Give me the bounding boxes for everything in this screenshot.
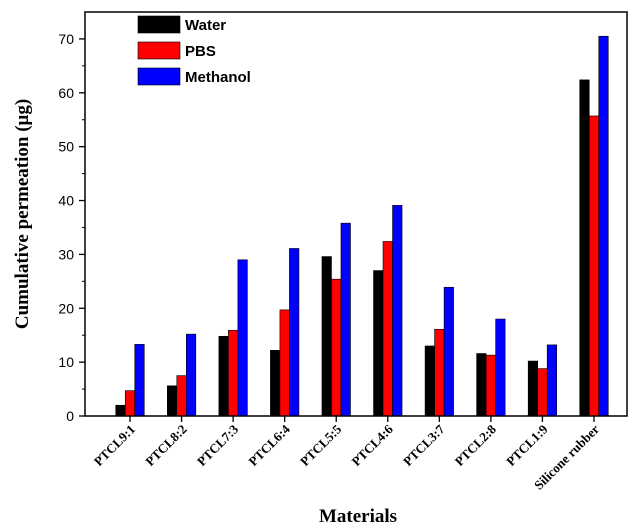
y-tick-label: 50 — [58, 139, 74, 155]
bar-methanol-4 — [340, 222, 351, 417]
bar-pbs-8 — [537, 368, 548, 417]
x-axis-title: Materials — [319, 506, 397, 527]
bar-pbs-1 — [176, 375, 187, 417]
bar-water-3 — [270, 349, 281, 417]
y-tick-label: 60 — [58, 85, 74, 101]
bar-methanol-6 — [443, 286, 454, 417]
y-tick-label: 30 — [58, 246, 74, 262]
bar-methanol-3 — [289, 248, 300, 417]
y-axis-title: Cumulative permeation (μg) — [12, 99, 33, 329]
x-tick-label: PTCL7:3 — [194, 421, 242, 469]
bar-pbs-7 — [485, 354, 496, 417]
x-tick-label: PTCL6:4 — [245, 421, 293, 469]
x-tick-label: PTCL4:6 — [349, 421, 397, 469]
bar-water-5 — [373, 270, 384, 417]
bar-methanol-8 — [546, 344, 557, 417]
bar-pbs-6 — [434, 328, 445, 417]
bars-layer — [115, 35, 609, 417]
bar-water-2 — [218, 335, 229, 417]
x-tick-label: PTCL9:1 — [91, 422, 138, 469]
bar-methanol-1 — [186, 333, 197, 417]
bar-pbs-4 — [331, 278, 342, 417]
legend-swatch-water — [137, 15, 181, 34]
y-tick-label: 70 — [58, 31, 74, 47]
legend: Water PBS Methanol — [137, 15, 251, 86]
bar-water-6 — [424, 345, 435, 417]
bar-water-7 — [476, 353, 487, 417]
bar-pbs-3 — [279, 309, 290, 417]
bar-water-9 — [579, 79, 590, 417]
bar-methanol-0 — [134, 344, 145, 417]
bar-methanol-2 — [237, 259, 248, 417]
bar-water-4 — [321, 256, 332, 417]
bar-water-1 — [167, 385, 178, 417]
bar-pbs-9 — [588, 115, 600, 417]
bar-pbs-0 — [124, 390, 136, 417]
plot-frame — [84, 11, 628, 417]
legend-swatch-methanol — [137, 67, 181, 86]
x-tick-label: PTCL8:2 — [142, 422, 189, 469]
x-tick-label: PTCL2:8 — [452, 421, 500, 469]
y-tick-label: 10 — [58, 354, 74, 370]
y-tick-label: 0 — [66, 408, 74, 424]
bar-methanol-5 — [392, 205, 403, 417]
legend-label-pbs: PBS — [185, 43, 216, 60]
x-tick-label: PTCL5:5 — [297, 421, 345, 469]
legend-label-water: Water — [185, 17, 226, 34]
x-axis-ticks: PTCL9:1 PTCL8:2 PTCL7:3 PTCL6:4 PTCL5:5 PTCL4… — [91, 416, 602, 493]
legend-label-methanol: Methanol — [185, 69, 251, 86]
bar-pbs-2 — [228, 330, 239, 417]
x-tick-label: PTCL3:7 — [400, 421, 448, 469]
bar-methanol-9 — [598, 35, 609, 417]
bar-pbs-5 — [382, 241, 393, 417]
y-axis-ticks: 0 10 20 30 40 50 60 70 — [58, 31, 85, 424]
legend-swatch-pbs — [137, 41, 181, 60]
bar-water-8 — [527, 360, 538, 417]
bar-water-0 — [115, 404, 126, 417]
bar-methanol-7 — [495, 318, 506, 417]
x-tick-label: PTCL1:9 — [503, 421, 551, 469]
y-tick-label: 20 — [58, 300, 74, 316]
y-tick-label: 40 — [58, 193, 74, 209]
